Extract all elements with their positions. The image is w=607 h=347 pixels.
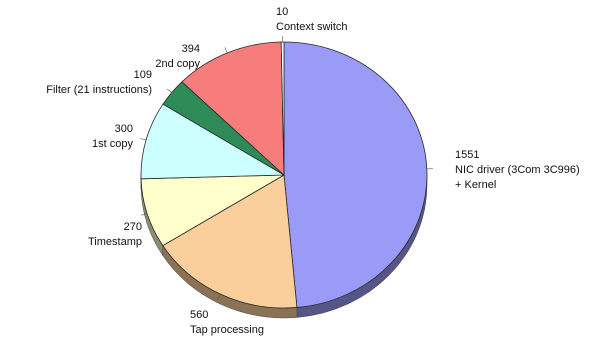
slice-nic-driver-kernel <box>283 41 428 308</box>
pie-depth <box>140 174 428 319</box>
value-tap-processing: 560 <box>190 309 208 321</box>
name-tap-processing: Tap processing <box>190 324 264 336</box>
leader-tap-processing <box>217 294 221 300</box>
slice-first-copy <box>140 103 286 180</box>
pie-leaders <box>140 36 433 300</box>
name-nic-driver-kernel: NIC driver (3Com 3C996) <box>455 164 580 176</box>
value-context-switch: 10 <box>276 6 288 18</box>
label-filter: 109 Filter (21 instructions) <box>46 69 152 96</box>
label-tap-processing: 560 Tap processing <box>190 309 264 336</box>
value-first-copy: 300 <box>115 123 133 135</box>
label-context-switch: 10 Context switch <box>276 6 348 33</box>
value-nic-driver-kernel: 1551 <box>455 149 479 161</box>
pie-slices <box>140 41 428 309</box>
value-timestamp: 270 <box>124 221 142 233</box>
name-context-switch: Context switch <box>276 21 348 33</box>
leader-second-copy <box>224 47 228 54</box>
name-timestamp: Timestamp <box>88 236 142 248</box>
leader-timestamp <box>141 213 148 216</box>
label-first-copy: 300 1st copy <box>92 123 133 150</box>
leader-first-copy <box>140 138 147 141</box>
pie-labels: 1551 NIC driver (3Com 3C996) + Kernel 560 Ta… <box>46 6 579 336</box>
value-second-copy: 394 <box>182 43 200 55</box>
name-nic-driver-kernel: + Kernel <box>455 179 496 191</box>
leader-filter <box>166 88 172 93</box>
name-first-copy: 1st copy <box>92 138 133 150</box>
label-timestamp: 270 Timestamp <box>88 221 142 248</box>
label-second-copy: 394 2nd copy <box>155 43 200 70</box>
name-filter: Filter (21 instructions) <box>46 84 152 96</box>
label-nic-driver-kernel: 1551 NIC driver (3Com 3C996) + Kernel <box>455 149 580 191</box>
name-second-copy: 2nd copy <box>155 58 200 70</box>
value-filter: 109 <box>134 69 152 81</box>
